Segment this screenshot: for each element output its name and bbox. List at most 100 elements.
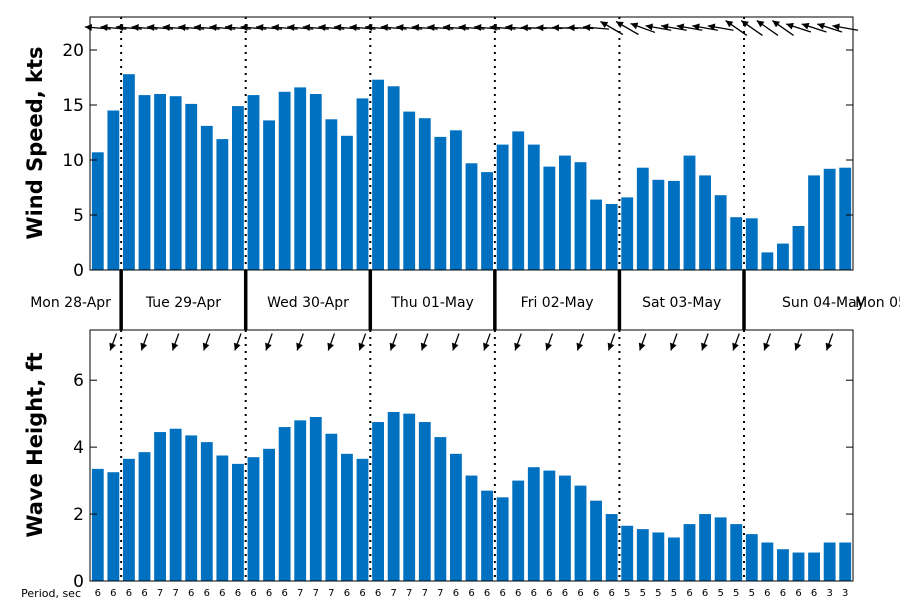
wind-bar	[730, 217, 743, 270]
day-label: Thu 01-May	[390, 295, 474, 311]
period-value: 7	[437, 588, 443, 599]
wind-bar	[138, 95, 151, 270]
period-value: 7	[406, 588, 412, 599]
wave-bar	[823, 542, 836, 581]
wind-direction-arrow	[707, 23, 734, 31]
wave-bar	[512, 480, 525, 581]
wind-bar	[325, 119, 338, 270]
wind-bar	[496, 144, 509, 270]
wave-direction-arrow	[327, 333, 336, 351]
day-label: Fri 02-May	[521, 295, 594, 311]
period-value: 5	[624, 588, 630, 599]
period-value: 5	[671, 588, 677, 599]
wind-bar	[91, 152, 104, 270]
wind-bar	[263, 120, 275, 271]
wave-bar	[605, 514, 618, 581]
period-value: 5	[733, 588, 739, 599]
wind-direction-arrow	[832, 23, 859, 31]
wave-direction-arrow	[825, 333, 834, 351]
wave-direction-arrow	[607, 333, 616, 351]
period-value: 7	[172, 588, 178, 599]
wind-bar	[341, 135, 353, 270]
period-value: 6	[235, 588, 241, 599]
period-value: 5	[655, 588, 661, 599]
period-value: 6	[811, 588, 817, 599]
wave-bar	[621, 525, 634, 581]
wave-bar	[138, 452, 151, 581]
wave-direction-arrow	[514, 333, 522, 351]
wave-direction-arrow	[202, 333, 211, 351]
wind-bar	[745, 218, 758, 270]
period-value: 5	[749, 588, 755, 599]
wind-ytick-label: 20	[62, 41, 84, 61]
wind-bar	[668, 180, 680, 270]
wind-direction-arrow	[817, 22, 843, 33]
wind-bar	[714, 195, 727, 270]
wind-direction-arrow	[740, 20, 763, 36]
wave-bar	[714, 517, 727, 581]
wind-direction-arrow	[771, 20, 794, 36]
wave-bar	[232, 463, 244, 581]
period-value: 6	[141, 588, 147, 599]
wind-bar	[543, 166, 556, 270]
wave-bar	[325, 433, 338, 581]
wind-bar	[107, 110, 120, 270]
wave-bar	[169, 428, 182, 581]
period-value: 6	[204, 588, 210, 599]
wind-bar	[465, 163, 478, 270]
wave-y-axis-label: Wave Height, ft	[23, 352, 47, 537]
wave-bar	[496, 497, 509, 581]
wind-speed-panel: 0 5 10 15 20	[62, 16, 859, 281]
wave-bar	[636, 529, 649, 581]
wind-ytick-label: 10	[62, 151, 84, 171]
wind-direction-arrow	[756, 20, 779, 36]
wind-bar	[636, 167, 649, 270]
wave-bar	[683, 524, 696, 581]
wave-bar	[465, 475, 478, 581]
period-value: 5	[717, 588, 723, 599]
wind-bar	[559, 155, 571, 270]
wave-bar	[403, 413, 416, 581]
wind-bar	[278, 91, 291, 270]
wave-bar	[450, 453, 462, 581]
wave-direction-arrow	[669, 333, 678, 351]
period-value: 7	[297, 588, 303, 599]
wave-direction-arrow	[358, 333, 367, 351]
wave-direction-arrow	[233, 333, 242, 351]
wave-direction-arrow	[389, 333, 398, 351]
wave-bar	[792, 552, 805, 581]
wave-direction-arrow	[420, 333, 429, 351]
period-value: 6	[702, 588, 708, 599]
wave-bar	[372, 422, 384, 581]
wave-direction-arrow	[701, 333, 709, 351]
wave-direction-arrow	[451, 333, 460, 351]
wind-bar	[387, 86, 400, 270]
period-value: 6	[780, 588, 786, 599]
wave-bar	[418, 422, 431, 581]
wave-bar	[263, 448, 275, 581]
period-value: 6	[219, 588, 225, 599]
wind-ytick-label: 5	[73, 206, 84, 226]
period-value: 6	[344, 588, 350, 599]
wave-bar	[294, 420, 307, 581]
wind-direction-arrow	[615, 20, 639, 36]
wind-bar	[403, 111, 416, 270]
wave-bar	[543, 470, 556, 581]
wind-bar	[216, 139, 229, 270]
period-value: 7	[313, 588, 319, 599]
wave-direction-arrow	[732, 333, 740, 351]
wind-bar	[372, 79, 384, 270]
wave-bar	[481, 490, 493, 581]
period-value: 6	[795, 588, 801, 599]
wave-bar	[216, 455, 229, 581]
wave-ytick-label: 2	[73, 505, 84, 525]
period-value: 6	[499, 588, 505, 599]
day-label: Mon 28-Apr	[30, 295, 111, 311]
wind-bar	[309, 94, 322, 270]
wind-ytick-label: 15	[62, 96, 84, 116]
wind-bar	[590, 199, 602, 270]
wave-direction-arrow	[638, 333, 647, 351]
period-value: 6	[593, 588, 599, 599]
wind-bar	[574, 162, 587, 270]
